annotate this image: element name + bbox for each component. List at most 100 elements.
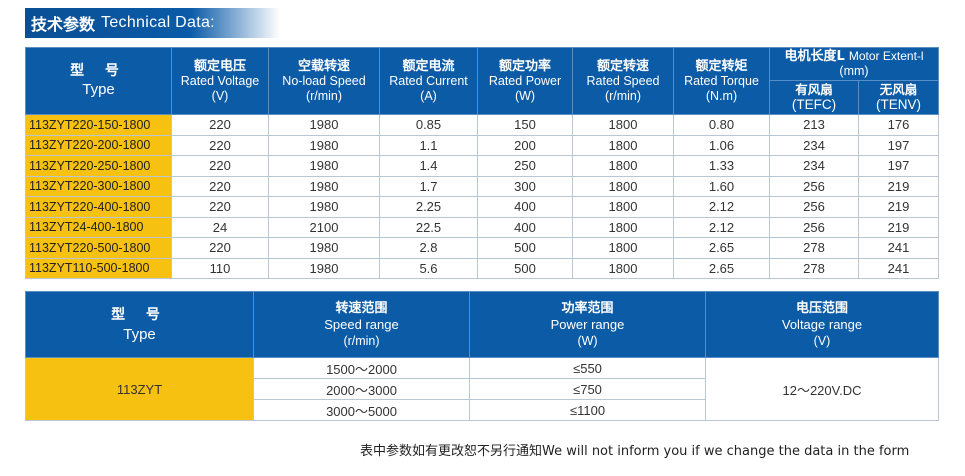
header-en: Speed range (324, 316, 399, 332)
header-unit: (A) (420, 88, 437, 103)
range-header-voltage: 电压范围 Voltage range (V) (705, 291, 939, 358)
range-model-cell: 113ZYT (25, 357, 254, 421)
table-row: 113ZYT220-300-1800 220 1980 1.7 300 1800 1.60 2… (25, 175, 940, 197)
noload-speed-cell: 1980 (268, 257, 380, 279)
torque-cell: 1.06 (673, 134, 770, 156)
voltage-cell: 220 (171, 134, 269, 156)
header-length-en: Motor Extent-l (848, 49, 924, 63)
header-rated-power: 额定功率 Rated Power (W) (477, 47, 573, 115)
spec-table-body: 113ZYT220-150-1800 220 1980 0.85 150 1800 0.80… (25, 114, 940, 279)
header-motor-length: 电机长度L Motor Extent-l (mm) (768, 47, 940, 81)
current-cell: 1.4 (379, 155, 478, 177)
header-cn: 额定电压 (193, 58, 246, 74)
header-tefc-en: (TEFC) (791, 97, 837, 112)
header-en: Power range (550, 316, 625, 332)
speed-cell: 1800 (572, 175, 674, 197)
power-cell: 200 (477, 134, 573, 156)
model-cell: 113ZYT220-500-1800 (25, 237, 172, 259)
header-cn: 功率范围 (561, 300, 614, 316)
range-header-power: 功率范围 Power range (W) (469, 291, 706, 358)
model-cell: 113ZYT220-250-1800 (25, 155, 172, 177)
model-cell: 113ZYT110-500-1800 (25, 257, 172, 279)
speed-range-cell: 3000～5000 (253, 399, 470, 421)
header-cn: 转速范围 (335, 300, 388, 316)
tefc-length-cell: 234 (769, 155, 859, 177)
header-rated-speed: 额定转速 Rated Speed (r/min) (572, 47, 674, 115)
noload-speed-cell: 1980 (268, 155, 380, 177)
range-table: 型 号 Type 转速范围 Speed range (r/min) 功率范围 P… (25, 291, 939, 421)
voltage-cell: 24 (171, 216, 269, 238)
range-row: 113ZYT 1500～2000 ≤550 12～220V.DC (25, 357, 939, 421)
power-range-cell: ≤550 (469, 357, 706, 379)
model-cell: 113ZYT220-400-1800 (25, 196, 172, 218)
noload-speed-cell: 1980 (268, 237, 380, 259)
section-title-en: Technical Data: (101, 14, 215, 31)
header-tenv: 无风扇 (TENV) (857, 80, 940, 115)
header-en: Rated Speed (586, 73, 660, 88)
speed-cell: 1800 (572, 257, 674, 279)
tefc-length-cell: 278 (769, 237, 859, 259)
range-header-type-en: Type (123, 325, 156, 343)
current-cell: 2.8 (379, 237, 478, 259)
speed-cell: 1800 (572, 216, 674, 238)
header-cn: 额定转速 (596, 58, 649, 74)
power-range-cell: ≤1100 (469, 399, 706, 421)
voltage-cell: 220 (171, 175, 269, 197)
header-unit: (V) (211, 88, 229, 103)
header-en: Rated Power (488, 73, 562, 88)
tenv-length-cell: 241 (857, 237, 940, 259)
header-cn: 电压范围 (795, 300, 848, 316)
header-en: Voltage range (781, 316, 863, 332)
current-cell: 2.25 (379, 196, 478, 218)
tenv-length-cell: 219 (857, 216, 940, 238)
header-type-cn: 型 号 (70, 63, 127, 79)
model-cell: 113ZYT24-400-1800 (25, 216, 172, 238)
torque-cell: 1.33 (673, 155, 770, 177)
noload-speed-cell: 1980 (268, 114, 380, 136)
speed-cell: 1800 (572, 237, 674, 259)
header-unit: (r/min) (305, 88, 343, 103)
table-row: 113ZYT220-400-1800 220 1980 2.25 400 1800 2.12… (25, 196, 940, 218)
header-rated-torque: 额定转矩 Rated Torque (N.m) (673, 47, 770, 115)
model-cell: 113ZYT220-300-1800 (25, 175, 172, 197)
tefc-length-cell: 278 (769, 257, 859, 279)
voltage-cell: 220 (171, 196, 269, 218)
power-cell: 250 (477, 155, 573, 177)
spec-table: 型 号 Type 额定电压 Rated Voltage (V) 空载转速 No-… (25, 47, 940, 279)
current-cell: 22.5 (379, 216, 478, 238)
speed-cell: 1800 (572, 155, 674, 177)
power-cell: 300 (477, 175, 573, 197)
section-header: 技术参数 Technical Data: (25, 8, 280, 38)
header-cn: 额定转矩 (695, 58, 748, 74)
power-cell: 400 (477, 196, 573, 218)
header-length-title: 电机长度L Motor Extent-l (771, 49, 938, 64)
voltage-range-cell: 12～220V.DC (705, 357, 939, 421)
header-type: 型 号 Type (25, 47, 172, 115)
power-range-cell: ≤750 (469, 378, 706, 400)
tenv-length-cell: 176 (857, 114, 940, 136)
voltage-cell: 220 (171, 155, 269, 177)
header-type-en: Type (82, 81, 115, 98)
header-cn: 额定功率 (498, 58, 551, 74)
speed-cell: 1800 (572, 134, 674, 156)
range-header-type: 型 号 Type (25, 291, 254, 358)
noload-speed-cell: 1980 (268, 196, 380, 218)
header-tenv-cn: 无风扇 (879, 82, 918, 97)
model-cell: 113ZYT220-200-1800 (25, 134, 172, 156)
speed-cell: 1800 (572, 196, 674, 218)
header-rated-current: 额定电流 Rated Current (A) (379, 47, 478, 115)
table-row: 113ZYT24-400-1800 24 2100 22.5 400 1800 2.12 25… (25, 216, 940, 238)
header-cn: 空载转速 (297, 58, 350, 74)
torque-cell: 1.60 (673, 175, 770, 197)
current-cell: 0.85 (379, 114, 478, 136)
range-header-speed: 转速范围 Speed range (r/min) (253, 291, 470, 358)
header-unit: (W) (577, 333, 598, 348)
torque-cell: 2.12 (673, 216, 770, 238)
header-unit: (W) (514, 88, 536, 103)
noload-speed-cell: 1980 (268, 175, 380, 197)
model-cell: 113ZYT220-150-1800 (25, 114, 172, 136)
table-row: 113ZYT220-150-1800 220 1980 0.85 150 1800 0.80… (25, 114, 940, 136)
torque-cell: 2.65 (673, 257, 770, 279)
table-row: 113ZYT220-500-1800 220 1980 2.8 500 1800 2.65 2… (25, 237, 940, 259)
header-en: No-load Speed (282, 73, 366, 88)
